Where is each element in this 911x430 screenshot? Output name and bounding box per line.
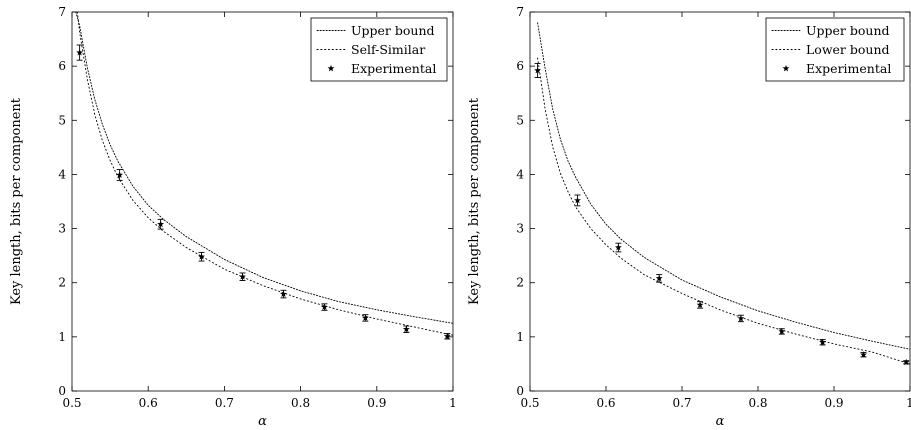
x-tick-label: 0.5: [62, 396, 81, 410]
star-marker: [574, 196, 581, 204]
legend-label: Self-Similar: [351, 42, 425, 57]
legend-label: Upper bound: [806, 23, 890, 38]
chart-right: 0.5 0.6 0.7 0.8 0.9 1 0 1 2 3 4 5 6 7 α Key length, bit…: [467, 5, 911, 429]
series-line-upper-bound: [75, 12, 453, 324]
experimental-point: [778, 327, 786, 335]
star-marker: [361, 314, 369, 321]
x-tick-label: 1: [449, 396, 457, 410]
star-marker: [737, 314, 745, 322]
x-tick-label: 0.9: [367, 396, 386, 410]
experimental-point: [239, 272, 246, 281]
y-tick-label: 6: [516, 59, 524, 73]
legend-label: Experimental: [806, 61, 891, 76]
experimental-point: [76, 44, 84, 61]
experimental-point: [696, 301, 704, 309]
x-tick-label: 0.8: [748, 396, 767, 410]
experimental-point: [443, 332, 451, 340]
x-tick-label: 0.8: [291, 396, 310, 410]
star-marker: [321, 303, 328, 310]
star-marker: [696, 301, 704, 308]
y-tick-label: 3: [516, 222, 524, 236]
y-tick-label: 7: [516, 5, 524, 19]
x-tick-label: 0.6: [596, 396, 615, 410]
x-tick-label: 0.6: [139, 396, 158, 410]
y-tick-label: 0: [516, 384, 524, 398]
series-line-lower-bound: [537, 57, 910, 365]
star-marker: [534, 66, 542, 74]
star-marker: [778, 327, 786, 335]
experimental-point: [902, 358, 910, 366]
legend: Upper bound Self-Similar Experimental: [310, 17, 448, 82]
x-tick-label: 0.7: [672, 396, 691, 410]
star-marker: [280, 290, 287, 297]
x-tick-label: 0.7: [215, 396, 234, 410]
experimental-point: [534, 62, 542, 78]
experimental-point: [280, 289, 287, 299]
experimental-point: [198, 251, 205, 262]
y-tick-label: 1: [516, 330, 524, 344]
y-tick-label: 5: [58, 113, 66, 127]
y-tick-label: 1: [58, 330, 66, 344]
star-marker: [76, 49, 84, 56]
plot-frame: [71, 11, 454, 392]
x-axis-label: α: [258, 414, 267, 429]
star-marker: [198, 253, 205, 260]
y-tick-label: 4: [58, 167, 66, 181]
experimental-point: [819, 338, 827, 346]
y-tick-label: 4: [516, 167, 524, 181]
star-marker: [402, 325, 410, 333]
experimental-point: [402, 325, 410, 333]
star-marker: [239, 273, 246, 280]
legend-box: [765, 17, 905, 82]
y-tick-label: 6: [58, 59, 66, 73]
x-tick-label: 1: [906, 396, 911, 410]
experimental-point: [116, 169, 124, 181]
y-axis-label: Key length, bits per component: [9, 97, 24, 305]
legend: Upper bound Lower bound Experimental: [765, 17, 905, 82]
x-axis-label: α: [716, 414, 725, 429]
x-tick-label: 0.5: [520, 396, 539, 410]
star-marker: [157, 220, 165, 228]
y-tick-label: 2: [516, 276, 524, 290]
y-tick-label: 5: [516, 113, 524, 127]
experimental-point: [321, 303, 328, 311]
star-marker: [443, 332, 451, 340]
y-tick-label: 0: [58, 384, 66, 398]
star-marker: [819, 338, 827, 346]
chart-left: 0.5 0.6 0.7 0.8 0.9 1 0 1 2 3 4 5 6 7 α Key length, bit…: [9, 5, 457, 429]
experimental-point: [737, 314, 745, 323]
legend-label: Lower bound: [806, 42, 890, 57]
star-marker: [860, 351, 867, 358]
experimental-point: [860, 351, 867, 358]
experimental-point: [361, 314, 369, 322]
star-marker: [614, 243, 622, 251]
y-tick-label: 2: [58, 276, 66, 290]
experimental-point: [574, 194, 581, 207]
plot-area: [75, 12, 453, 340]
star-marker: [655, 274, 663, 282]
plot-frame: [529, 11, 911, 392]
y-axis-label: Key length, bits per component: [467, 97, 482, 305]
series-line-upper-bound: [537, 22, 910, 350]
series-line-self-similar: [76, 12, 453, 336]
experimental-point: [655, 274, 663, 283]
legend-label: Experimental: [351, 61, 436, 76]
legend-star-icon: [782, 64, 790, 72]
plot-area: [534, 22, 910, 366]
x-tick-label: 0.9: [824, 396, 843, 410]
legend-star-icon: [327, 64, 335, 72]
experimental-point: [157, 218, 165, 230]
star-marker: [902, 358, 910, 366]
experimental-point: [614, 242, 622, 253]
y-tick-label: 7: [58, 5, 66, 19]
legend-label: Upper bound: [351, 23, 435, 38]
star-marker: [116, 171, 124, 178]
y-tick-label: 3: [58, 222, 66, 236]
